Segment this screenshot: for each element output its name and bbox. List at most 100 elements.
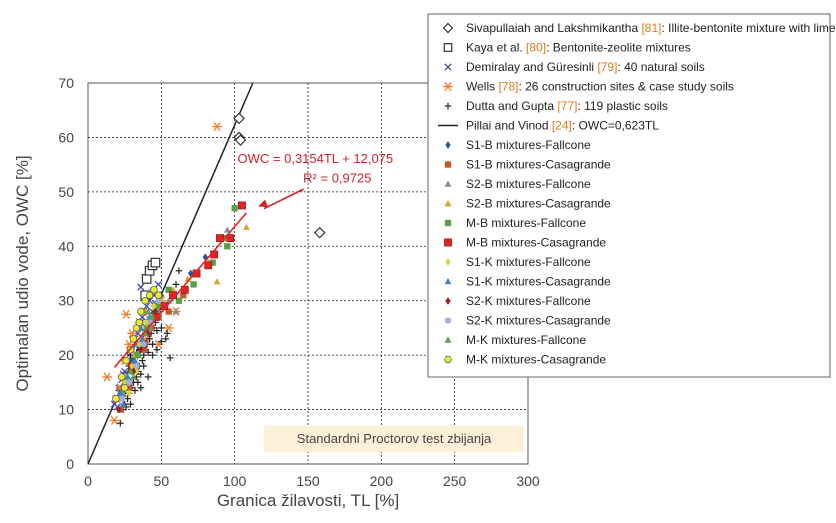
legend-item-s1kc: S1-K mixtures-Casagrande	[444, 275, 611, 289]
legend-label-s1bf: S1-B mixtures-Fallcone	[466, 138, 591, 152]
data-point-s2bc	[213, 278, 221, 285]
data-point-mkc	[145, 291, 154, 299]
legend-marker-s1bc	[444, 161, 452, 168]
data-point-kaya	[141, 274, 152, 284]
legend-marker-s2kc	[444, 317, 452, 324]
data-point-mbc	[238, 201, 246, 210]
x-tick-label: 300	[516, 473, 540, 489]
y-tick-label: 30	[58, 293, 74, 309]
data-point-mbf	[165, 286, 172, 293]
legend-item-demir: Demiralay and Güresinli [79]: 40 natural…	[444, 60, 705, 74]
data-point-dutta	[116, 419, 124, 427]
legend-marker-kaya	[443, 43, 453, 52]
data-point-dutta	[144, 373, 152, 381]
x-tick-labels: 0 50 100 150 200 250 300	[84, 473, 540, 489]
legend-item-wells: Wells [78]: 26 construction sites & case…	[443, 80, 734, 94]
data-point-dutta	[146, 335, 153, 343]
test-type-box-bg	[264, 425, 524, 453]
legend-item-mbc: M-B mixtures-Casagrande	[444, 236, 606, 250]
legend-marker-siva	[442, 22, 454, 34]
data-point-mbf	[190, 281, 197, 288]
y-tick-labels: 0 10 20 30 40 50 60 70	[58, 75, 74, 472]
x-tick-label: 50	[154, 473, 170, 489]
legend-item-s2bf: S2-B mixtures-Fallcone	[444, 177, 591, 191]
legend-marker-demir	[444, 63, 452, 71]
data-point-mkc	[141, 296, 149, 305]
x-tick-label: 100	[223, 473, 247, 489]
data-point-mkc	[137, 307, 145, 316]
x-tick-label: 200	[370, 473, 394, 489]
data-point-s1bc	[140, 346, 147, 353]
x-tick-label: 150	[296, 473, 320, 489]
data-point-siva	[234, 134, 247, 146]
data-point-s2kf	[116, 405, 122, 414]
data-point-mbf	[175, 297, 183, 304]
data-point-s1kc	[124, 373, 131, 380]
legend-item-pillai: Pillai and Vinod [24]: OWC=0,623TL	[438, 119, 659, 133]
data-point-wells	[121, 309, 131, 319]
data-points	[102, 112, 326, 427]
data-point-mkf	[144, 308, 152, 315]
data-point-demir	[154, 280, 163, 288]
data-point-s1kf	[133, 367, 140, 376]
y-tick-label: 40	[58, 238, 74, 254]
data-point-mbc	[226, 234, 235, 243]
legend-label-mkc: M-K mixtures-Casagrande	[466, 353, 606, 367]
data-point-mkc	[118, 373, 126, 381]
test-type-box-label: Standardni Proctorov test zbijanja	[297, 431, 492, 446]
data-point-dutta	[137, 370, 145, 378]
y-tick-label: 60	[58, 129, 74, 145]
data-point-wells	[109, 415, 120, 426]
data-point-mkf	[149, 313, 156, 320]
data-point-s2kf	[152, 307, 159, 316]
legend-label-wells: Wells [78]: 26 construction sites & case…	[466, 80, 734, 94]
data-point-mkc	[129, 335, 138, 343]
data-point-dutta	[122, 403, 130, 411]
data-point-wells	[102, 372, 112, 382]
data-point-dutta	[172, 281, 180, 288]
data-point-kaya	[150, 257, 161, 268]
y-tick-label: 0	[66, 456, 74, 472]
x-tick-label: 250	[443, 473, 467, 489]
data-point-s1kf	[151, 302, 157, 310]
legend-label-mbc: M-B mixtures-Casagrande	[466, 236, 606, 250]
legend-label-s1kf: S1-K mixtures-Fallcone	[466, 255, 591, 269]
data-point-dutta	[140, 351, 148, 359]
pillai-vinod-trend-line	[87, 82, 254, 465]
data-point-wells	[212, 121, 222, 132]
legend-item-s2kc: S2-K mixtures-Casagrande	[444, 314, 611, 328]
pillai-vinod-line	[87, 82, 254, 465]
data-point-mbf	[209, 259, 216, 266]
y-tick-label: 50	[58, 184, 74, 200]
data-point-mbc	[216, 234, 224, 243]
data-point-s2kc	[155, 297, 162, 304]
data-point-s2bf	[172, 308, 180, 315]
legend-item-kaya: Kaya et al. [80]: Bentonite-zeolite mixt…	[443, 41, 691, 55]
legend-item-s1bc: S1-B mixtures-Casagrande	[444, 158, 611, 172]
data-point-dutta	[162, 335, 170, 343]
data-point-mkc	[135, 318, 144, 327]
data-point-dutta	[134, 378, 142, 386]
data-point-s1bc	[180, 292, 187, 299]
data-point-dutta	[166, 354, 174, 362]
legend-marker-s2bc	[444, 199, 452, 207]
data-point-s1kf	[129, 362, 135, 370]
legend-item-dutta: Dutta and Gupta [77]: 119 plastic soils	[444, 99, 668, 113]
series-mkc	[112, 286, 163, 403]
data-point-mbf	[143, 324, 150, 332]
legend-label-mkf: M-K mixtures-Fallcone	[466, 333, 586, 347]
data-point-dutta	[163, 329, 171, 337]
legend-marker-mbc	[444, 238, 452, 247]
data-point-mkf	[127, 367, 134, 375]
legend-item-mkc: M-K mixtures-Casagrande	[444, 353, 606, 367]
regression-fit-line	[113, 212, 248, 368]
data-point-s2bf	[223, 226, 231, 233]
data-point-mkc	[112, 394, 120, 403]
legend-label-kaya: Kaya et al. [80]: Bentonite-zeolite mixt…	[466, 41, 691, 55]
data-point-mkf	[130, 373, 137, 380]
legend-marker-s2bf	[444, 180, 452, 187]
data-point-dutta	[149, 340, 156, 348]
legend-item-s1bf: S1-B mixtures-Fallcone	[445, 138, 591, 152]
y-tick-label: 10	[58, 402, 74, 418]
data-point-s2kc	[118, 395, 125, 402]
